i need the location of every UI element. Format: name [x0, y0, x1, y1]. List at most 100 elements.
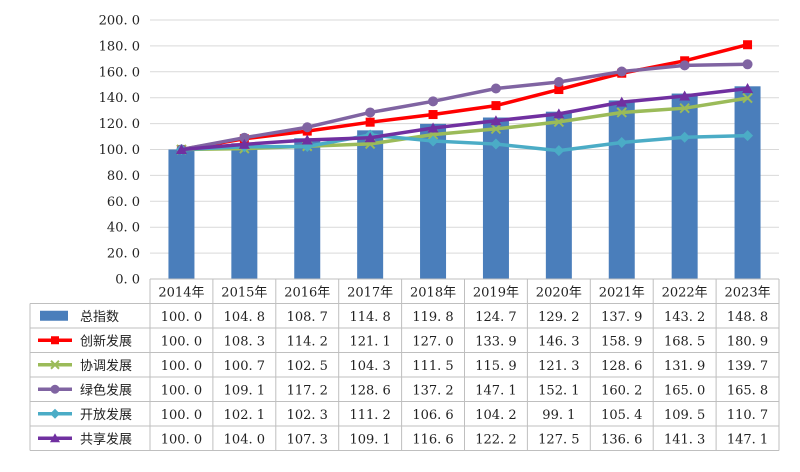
point-marker [490, 138, 502, 150]
x-tick-label: 2017年 [347, 285, 393, 300]
y-tick-label: 180. 0 [99, 39, 140, 54]
table-cell: 147. 1 [727, 432, 768, 447]
y-tick-label: 80. 0 [107, 169, 140, 184]
table-cell: 114. 2 [287, 334, 328, 349]
table-cell: 165. 0 [664, 383, 705, 398]
y-tick-label: 40. 0 [107, 221, 140, 236]
table-cell: 116. 6 [412, 432, 453, 447]
table-cell: 137. 9 [601, 310, 642, 325]
table-cell: 127. 0 [412, 334, 453, 349]
table-cell: 146. 3 [538, 334, 579, 349]
table-cell: 115. 9 [475, 359, 516, 374]
point-marker [238, 138, 250, 149]
bar [231, 143, 258, 279]
point-marker [554, 85, 564, 95]
table-cell: 99. 1 [542, 408, 575, 423]
x-tick-label: 2019年 [473, 285, 519, 300]
point-marker [553, 77, 564, 88]
point-marker [51, 336, 59, 345]
y-tick-label: 160. 0 [99, 65, 140, 80]
table-cell: 129. 2 [538, 310, 579, 325]
table-cell: 100. 0 [161, 334, 202, 349]
legend-label: 共享发展 [80, 431, 132, 447]
point-marker [616, 137, 628, 149]
series-line [181, 86, 748, 152]
table-cell: 119. 8 [412, 310, 453, 325]
point-marker [742, 92, 753, 104]
table-cell: 137. 2 [412, 383, 453, 398]
table-cell: 109. 1 [224, 383, 265, 398]
table-cell: 104. 2 [475, 408, 516, 423]
legend-label: 创新发展 [80, 333, 132, 349]
x-tick-label: 2015年 [221, 285, 267, 300]
table-cell: 121. 1 [349, 334, 390, 349]
point-marker [490, 115, 502, 126]
point-marker [302, 122, 313, 133]
bar [168, 149, 195, 279]
point-marker [553, 108, 565, 119]
data-table: 2014年 2015年 2016年 2017年 2018年 2019年 2020年 2021年… [29, 278, 780, 451]
table-cell: 111. 2 [349, 408, 390, 423]
table-cell: 104. 0 [224, 432, 265, 447]
line-series [175, 40, 754, 157]
bar [357, 130, 384, 279]
point-marker [742, 130, 754, 142]
table-cell: 131. 9 [664, 359, 705, 374]
table-cell: 108. 7 [287, 310, 328, 325]
point-marker [428, 110, 438, 120]
bar [294, 138, 321, 279]
table-cell: 148. 8 [727, 310, 768, 325]
table-cell: 100. 0 [161, 432, 202, 447]
y-tick-label: 140. 0 [99, 91, 140, 106]
table-cell: 111. 5 [412, 359, 453, 374]
table-cell: 109. 5 [664, 408, 705, 423]
table-cell: 104. 3 [349, 359, 390, 374]
point-marker [239, 132, 250, 143]
point-marker [50, 433, 60, 443]
point-marker [427, 122, 439, 133]
table-cell: 124. 7 [475, 310, 516, 325]
legend-label: 开放发展 [80, 407, 132, 423]
bar [734, 86, 761, 279]
table-cell: 117. 2 [287, 383, 328, 398]
bar-series [168, 86, 761, 280]
table-cell: 127. 5 [538, 432, 579, 447]
table-cell: 108. 3 [224, 334, 265, 349]
table-cell: 109. 1 [349, 432, 390, 447]
x-tick-label: 2014年 [158, 285, 204, 300]
point-marker [679, 60, 690, 71]
table-cell: 100. 0 [161, 310, 202, 325]
point-marker [679, 131, 691, 143]
table-cell: 106. 6 [412, 408, 453, 423]
table-cell: 160. 2 [601, 383, 642, 398]
table-cell: 141. 3 [664, 432, 705, 447]
table-cell: 110. 7 [727, 408, 768, 423]
table-cell: 147. 1 [475, 383, 516, 398]
point-marker [490, 123, 502, 135]
y-tick-label: 60. 0 [107, 195, 140, 210]
series-line [181, 133, 748, 153]
point-marker [616, 107, 627, 118]
y-axis-ticks: 0. 0 20. 0 40. 0 60. 0 80. 0 100. 0 120. 0 140.… [99, 14, 140, 288]
x-tick-label: 2023年 [725, 285, 771, 300]
y-tick-label: 100. 0 [99, 143, 140, 158]
point-marker [553, 145, 565, 157]
y-tick-label: 120. 0 [99, 117, 140, 132]
point-marker [742, 83, 754, 94]
table-cell: 121. 3 [538, 359, 579, 374]
table-cell: 114. 8 [349, 310, 390, 325]
bar [545, 111, 572, 279]
table-cell: 165. 8 [727, 383, 768, 398]
table-cell: 105. 4 [601, 408, 642, 423]
y-tick-label: 20. 0 [107, 247, 140, 262]
point-marker [175, 144, 187, 154]
table-cell: 168. 5 [664, 334, 705, 349]
point-marker [491, 101, 501, 111]
table-cell: 128. 6 [349, 383, 390, 398]
table-cell: 100. 0 [161, 359, 202, 374]
point-marker [553, 116, 565, 128]
y-tick-label: 0. 0 [115, 273, 140, 288]
legend-label: 总指数 [80, 310, 119, 325]
point-marker [365, 117, 375, 127]
point-marker [50, 360, 60, 370]
